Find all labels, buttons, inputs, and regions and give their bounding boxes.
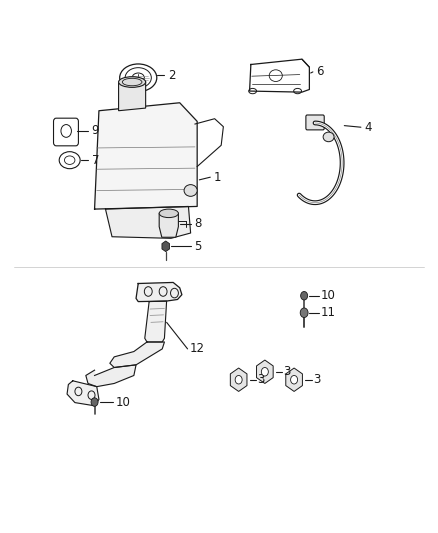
Text: 11: 11 — [320, 306, 336, 319]
Polygon shape — [159, 213, 178, 237]
Ellipse shape — [323, 132, 334, 142]
Ellipse shape — [184, 184, 197, 196]
Polygon shape — [119, 82, 146, 111]
Polygon shape — [95, 103, 197, 209]
Text: 3: 3 — [258, 373, 265, 386]
Polygon shape — [110, 342, 164, 368]
Ellipse shape — [159, 209, 178, 217]
Circle shape — [300, 292, 307, 300]
Text: 10: 10 — [116, 395, 131, 409]
Circle shape — [300, 308, 308, 318]
Polygon shape — [67, 381, 99, 406]
Polygon shape — [136, 282, 182, 302]
Text: 2: 2 — [168, 69, 175, 82]
Text: 9: 9 — [92, 124, 99, 138]
Text: 8: 8 — [194, 217, 201, 230]
Circle shape — [235, 375, 242, 384]
Polygon shape — [145, 301, 166, 342]
Circle shape — [261, 368, 268, 376]
FancyBboxPatch shape — [306, 115, 324, 130]
Text: 3: 3 — [313, 373, 320, 386]
Text: 3: 3 — [284, 365, 291, 378]
Ellipse shape — [119, 77, 146, 87]
Polygon shape — [86, 365, 136, 386]
Text: 1: 1 — [214, 171, 221, 184]
Text: 12: 12 — [190, 342, 205, 356]
Text: 5: 5 — [194, 240, 201, 253]
Text: 7: 7 — [92, 154, 99, 167]
Text: 4: 4 — [364, 120, 371, 134]
Text: 6: 6 — [316, 66, 324, 78]
Circle shape — [91, 398, 98, 406]
Circle shape — [290, 375, 297, 384]
Text: 10: 10 — [320, 289, 335, 302]
Polygon shape — [106, 206, 191, 238]
